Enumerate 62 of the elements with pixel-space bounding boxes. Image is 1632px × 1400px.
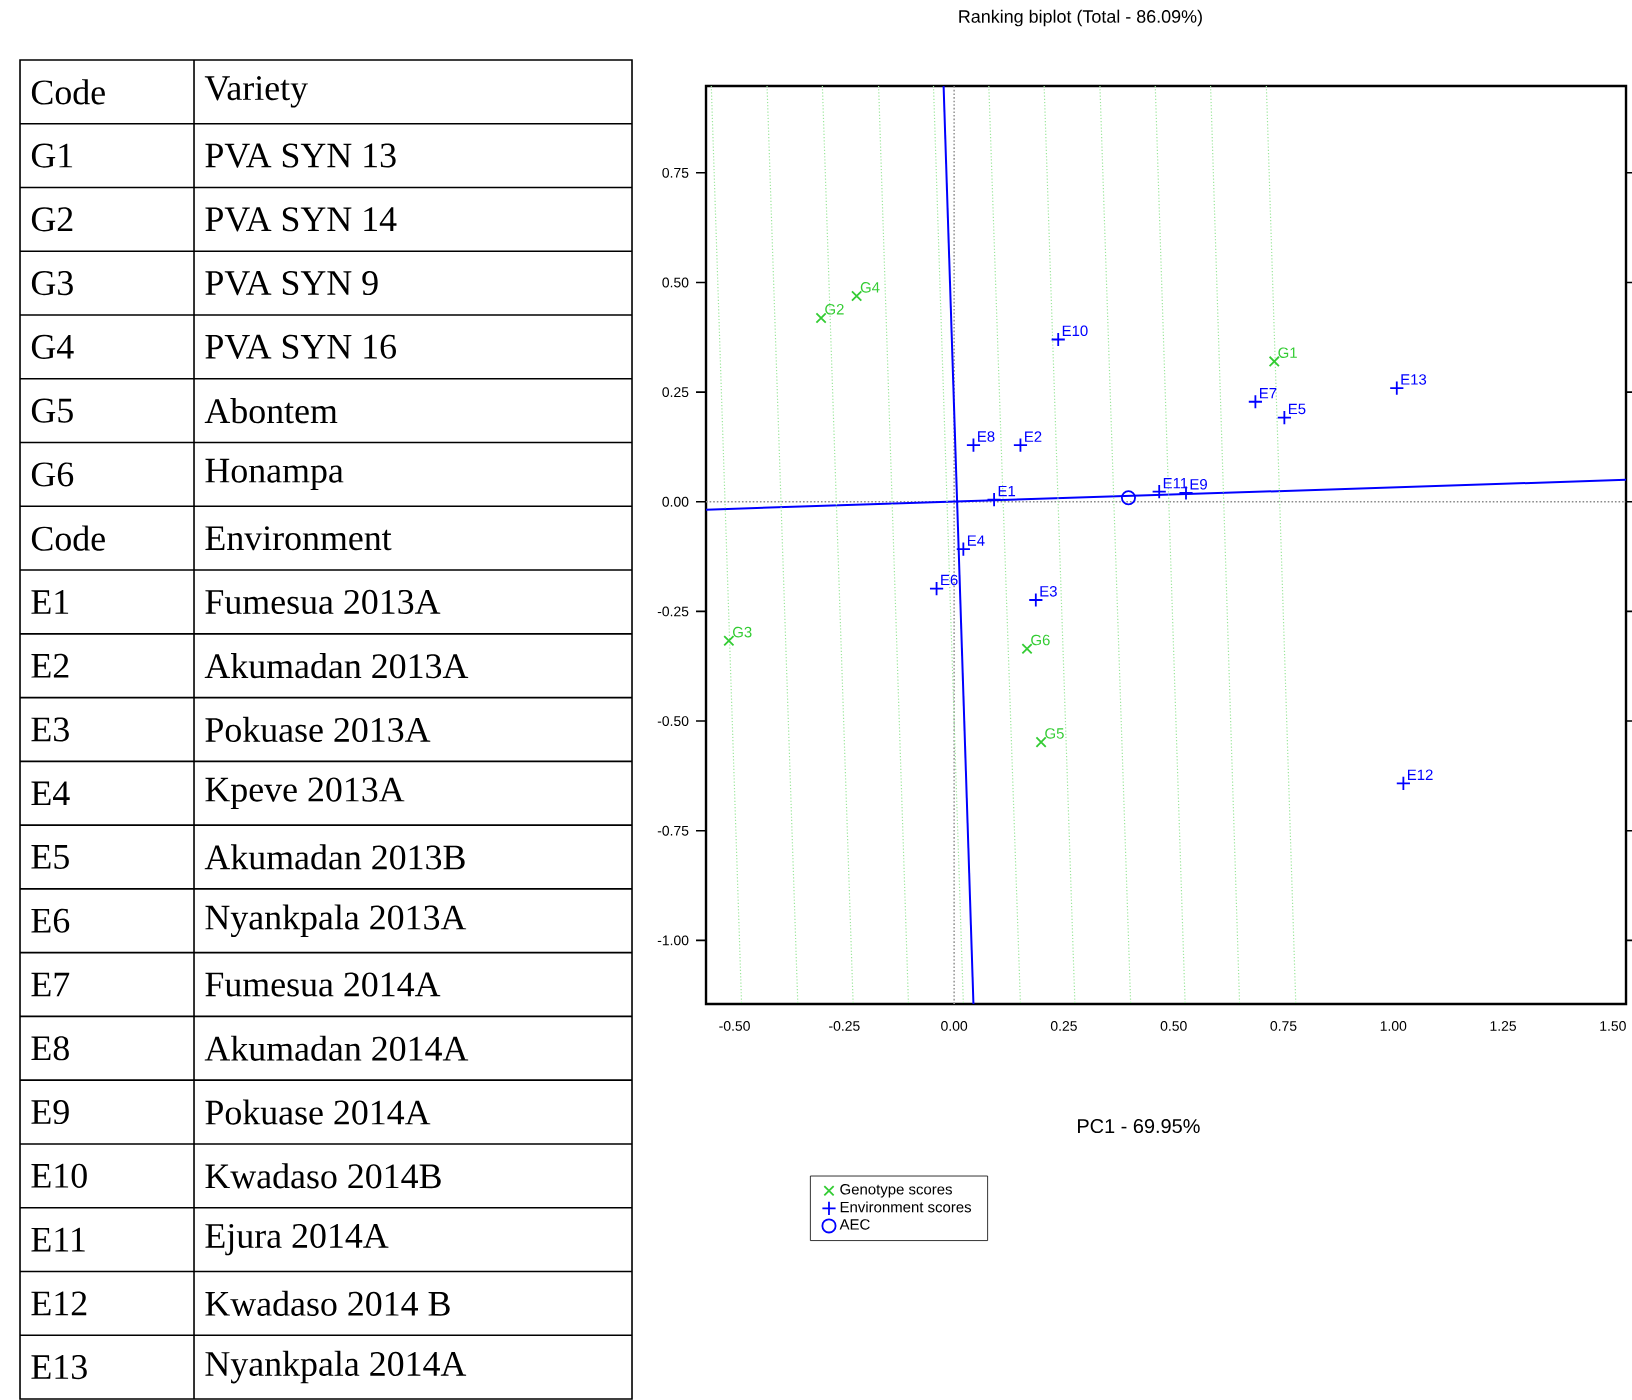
text: E6 [31, 908, 70, 933]
point [815, 312, 827, 324]
text: Environment [205, 526, 392, 551]
text: E8 [31, 1036, 69, 1061]
text: E1 [31, 590, 69, 614]
text: E12 [31, 1291, 87, 1316]
text: Code [31, 79, 105, 105]
text: Code [31, 525, 105, 551]
point [1050, 331, 1066, 347]
text: Nyankpala 2014A [205, 1350, 467, 1384]
x-axis-title: PC1 - 69.95% [1078, 1119, 1200, 1134]
text: E13 [31, 1355, 87, 1380]
point [929, 581, 945, 597]
text: Kwadaso 2014 B [205, 1290, 450, 1316]
text: G1 [31, 143, 73, 168]
text: G3 [31, 271, 73, 296]
text: PVA SYN 16 [205, 334, 396, 360]
text: Kpeve 2013A [205, 777, 405, 809]
text: Fumesua 2013A [205, 589, 441, 615]
text: Fumesua 2014A [205, 972, 441, 997]
text: Akumadan 2014A [204, 1035, 469, 1061]
point [1021, 643, 1033, 655]
text: Pokuase 2014A [205, 1099, 431, 1125]
point [1151, 484, 1167, 500]
text: Variety [204, 76, 308, 108]
text: Pokuase 2013A [205, 716, 431, 743]
text: Honampa [205, 458, 344, 490]
text: PVA SYN 13 [205, 143, 396, 168]
text: Ejura 2014A [205, 1223, 389, 1256]
point [1247, 394, 1263, 410]
point [1389, 380, 1405, 396]
text: G5 [31, 398, 73, 423]
point [1012, 437, 1028, 453]
point [1028, 592, 1044, 608]
text: G4 [31, 334, 74, 359]
point [1276, 410, 1292, 426]
text: Abontem [204, 398, 338, 424]
text: E2 [31, 653, 69, 678]
point [955, 541, 971, 557]
text: E5 [31, 845, 69, 869]
text: G6 [31, 462, 74, 487]
text: E4 [31, 781, 70, 806]
point [1395, 775, 1411, 791]
point [1268, 355, 1280, 367]
text: PVA SYN 14 [205, 207, 397, 232]
text: E7 [31, 972, 70, 997]
text: E10 [31, 1163, 87, 1188]
text: Kwadaso 2014B [205, 1163, 441, 1189]
point [965, 437, 981, 453]
text: G2 [31, 207, 73, 232]
text: E11 [31, 1227, 85, 1252]
point [723, 635, 735, 647]
text: PVA SYN 9 [205, 270, 378, 296]
point [851, 290, 863, 302]
text: E9 [31, 1100, 69, 1125]
point [1120, 490, 1136, 506]
chart-title: Ranking biplot (Total - 86.09%) [959, 9, 1202, 27]
text: Akumadan 2013A [204, 653, 469, 679]
text: Nyankpala 2013A [205, 904, 467, 938]
point [1035, 736, 1047, 748]
text: Akumadan 2013B [204, 844, 465, 870]
text: E3 [31, 717, 69, 742]
